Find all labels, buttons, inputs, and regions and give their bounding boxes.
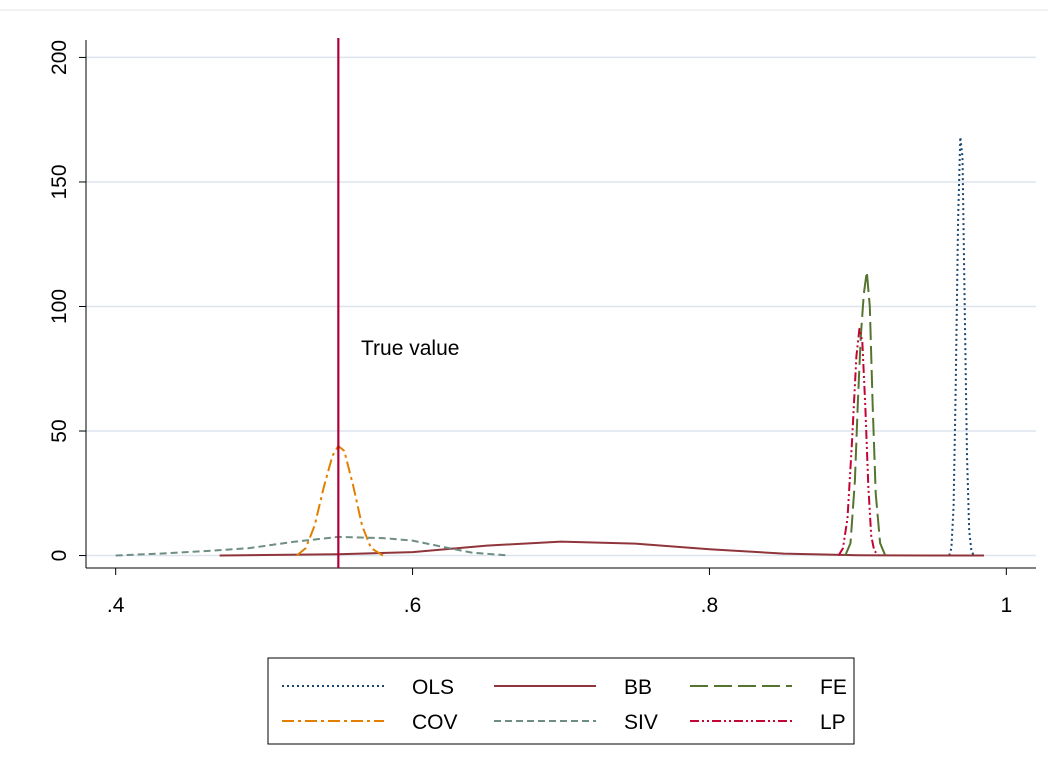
x-tick-label: .8 [701, 594, 719, 617]
y-tick-label: 150 [48, 164, 71, 199]
x-tick-label: .6 [404, 594, 422, 617]
legend: OLS BB FE COV SIV LP [267, 657, 855, 745]
legend-label-siv: SIV [624, 711, 658, 734]
x-tick-label: .4 [107, 594, 125, 617]
legend-box [267, 657, 855, 745]
y-tick-label: 0 [48, 550, 71, 562]
series-line-bb [219, 540, 984, 557]
legend-label-bb: BB [624, 676, 652, 699]
y-tick-label: 200 [48, 40, 71, 75]
legend-label-lp: LP [820, 711, 846, 734]
series-line-ols [948, 136, 975, 556]
series-line-fe [844, 270, 887, 556]
y-tick-label: 50 [48, 419, 71, 442]
legend-label-fe: FE [820, 676, 847, 699]
true-value-annotation: True value [361, 337, 459, 360]
axes: 0 50 100 150 200 .4 .6 .8 1 [48, 40, 1036, 617]
y-tick-label: 100 [48, 289, 71, 324]
x-tick-label: 1 [1000, 594, 1012, 617]
legend-label-cov: COV [412, 711, 458, 734]
legend-label-ols: OLS [412, 676, 454, 699]
